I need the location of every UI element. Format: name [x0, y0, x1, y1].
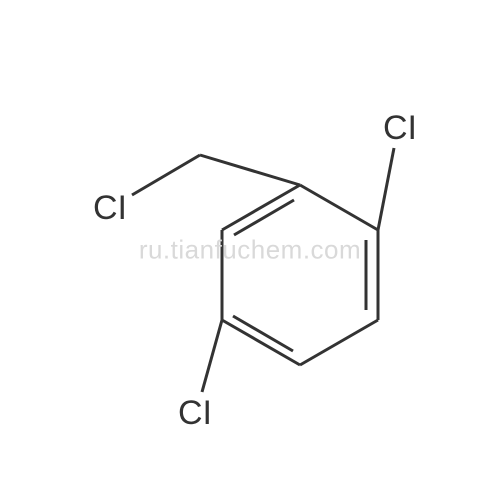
bond-ch2-cl: [132, 155, 200, 195]
bond-c4-c5: [222, 320, 300, 365]
bond-c6-c1: [222, 185, 300, 230]
atom-label-cl-left: CI: [93, 189, 127, 227]
bond-c5-cl: [202, 320, 222, 392]
bond-c1-c2: [300, 185, 378, 230]
bond-c2-cl: [378, 148, 394, 230]
bond-c1-ch2: [200, 155, 300, 185]
bond-c4-c5-inner: [233, 316, 293, 351]
atom-label-cl-top: CI: [383, 109, 417, 147]
atom-label-cl-bottom: CI: [178, 394, 212, 432]
bond-c3-c4: [300, 320, 378, 365]
molecule-diagram: CI CI CI: [0, 0, 500, 500]
